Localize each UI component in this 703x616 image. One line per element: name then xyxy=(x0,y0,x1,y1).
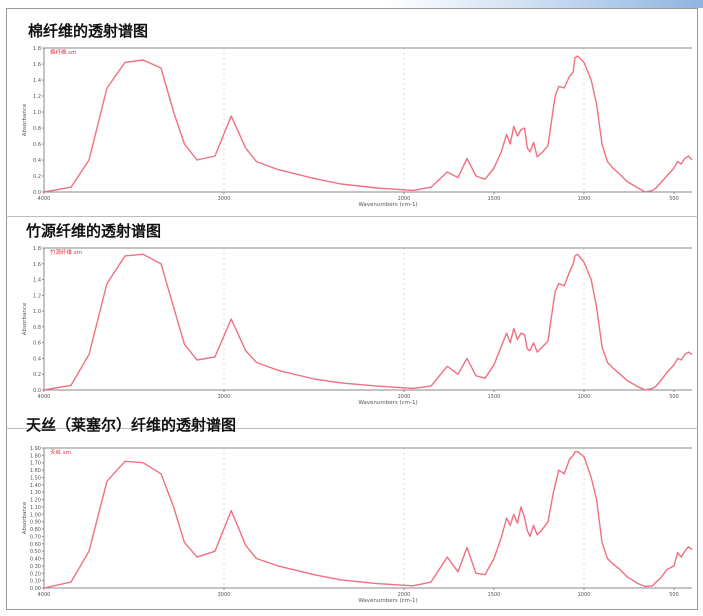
chart-panel-3: 0.000.10 0.200.300.40 0.500.60 0.700.800.90… xyxy=(22,446,693,604)
y-tick-label: 1.00 xyxy=(30,512,41,518)
y-tick-label: 1.30 xyxy=(30,490,41,496)
figure-frame xyxy=(6,8,698,610)
y-tick-label: 1.4 xyxy=(33,78,41,84)
x-axis-label: Wavenumbers (cm-1) xyxy=(358,400,417,406)
x-tick-label: 1500 xyxy=(488,592,501,598)
x-tick-label: 4000 xyxy=(38,592,51,598)
x-tick-label: 2000 xyxy=(398,196,411,202)
panel-separator xyxy=(6,428,698,429)
y-tick-label: 0.0 xyxy=(33,388,41,394)
y-tick-label: 1.90 xyxy=(30,446,41,452)
y-tick-label: 1.4 xyxy=(33,278,41,284)
y-tick-label: 1.80 xyxy=(30,453,41,459)
y-axis-label: Absorbance xyxy=(22,302,28,335)
x-tick-label: 1000 xyxy=(578,394,591,400)
y-tick-label: 0.70 xyxy=(30,534,41,540)
y-tick-label: 1.20 xyxy=(30,498,41,504)
y-tick-label: 1.10 xyxy=(30,505,41,511)
y-tick-label: 0.80 xyxy=(30,527,41,533)
y-tick-label: 1.70 xyxy=(30,461,41,467)
panel-3-title: 天丝（莱塞尔）纤维的透射谱图 xyxy=(26,416,237,434)
x-tick-label: 1500 xyxy=(488,196,501,202)
x-tick-label: 3000 xyxy=(218,592,231,598)
y-tick-label: 0.4 xyxy=(33,356,41,362)
y-tick-label: 0.90 xyxy=(30,520,41,526)
y-tick-label: 0.20 xyxy=(30,571,41,577)
panel-1-title: 棉纤维的透射谱图 xyxy=(28,22,149,40)
y-tick-label: 1.6 xyxy=(33,262,41,268)
chart-panel-2: 0.0 0.2 0.4 0.6 0.8 1.0 1.2 1.4 1.6 1.8 4000 3000 20… xyxy=(22,246,693,406)
spectrum-line xyxy=(43,450,693,589)
x-tick-label: 3000 xyxy=(218,196,231,202)
legend-label: 竹源纤维.sm xyxy=(50,248,82,256)
chart-panel-1: 0.0 0.2 0.4 0.6 0.8 1.0 1.2 1.4 1.6 1.8 4000 3000 20… xyxy=(22,46,693,208)
x-tick-label: 500 xyxy=(669,592,679,598)
legend-label: 棉纤维.sm xyxy=(50,48,76,56)
y-tick-label: 0.8 xyxy=(33,325,41,331)
x-tick-label: 1500 xyxy=(488,394,501,400)
x-axis-label: Wavenumbers (cm-1) xyxy=(358,202,417,208)
y-tick-label: 1.40 xyxy=(30,483,41,489)
y-tick-label: 1.8 xyxy=(33,246,41,252)
y-tick-label: 1.8 xyxy=(33,46,41,52)
y-tick-label: 1.0 xyxy=(33,110,41,116)
y-axis-label: Absorbance xyxy=(22,501,28,534)
x-tick-label: 4000 xyxy=(38,196,51,202)
legend-label: 天丝.sm xyxy=(50,448,71,456)
y-tick-label: 0.2 xyxy=(33,174,41,180)
y-tick-label: 0.6 xyxy=(33,341,41,347)
y-tick-label: 1.50 xyxy=(30,475,41,481)
x-tick-label: 1000 xyxy=(578,592,591,598)
x-tick-label: 4000 xyxy=(38,394,51,400)
x-axis-label: Wavenumbers (cm-1) xyxy=(358,598,417,604)
top-gradient-bar xyxy=(0,0,703,8)
x-tick-label: 2000 xyxy=(398,592,411,598)
x-tick-label: 3000 xyxy=(218,394,231,400)
y-tick-label: 0.2 xyxy=(33,372,41,378)
y-tick-label: 0.0 xyxy=(33,190,41,196)
spectrum-line xyxy=(43,253,693,391)
y-tick-label: 0.50 xyxy=(30,549,41,555)
y-tick-label: 0.10 xyxy=(30,579,41,585)
y-tick-label: 0.00 xyxy=(30,586,41,592)
y-tick-label: 1.6 xyxy=(33,62,41,68)
y-axis-label: Absorbance xyxy=(22,103,28,136)
y-tick-label: 1.2 xyxy=(33,94,41,100)
x-tick-label: 500 xyxy=(669,394,679,400)
y-tick-label: 0.40 xyxy=(30,557,41,563)
y-tick-label: 0.6 xyxy=(33,142,41,148)
y-tick-label: 1.0 xyxy=(33,309,41,315)
panel-separator xyxy=(6,216,698,217)
y-tick-label: 0.60 xyxy=(30,542,41,548)
y-tick-label: 0.8 xyxy=(33,126,41,132)
spectrum-line xyxy=(43,55,693,193)
x-tick-label: 500 xyxy=(669,196,679,202)
y-tick-label: 0.4 xyxy=(33,158,41,164)
y-tick-label: 0.30 xyxy=(30,564,41,570)
x-tick-label: 1000 xyxy=(578,196,591,202)
panel-2-title: 竹源纤维的透射谱图 xyxy=(26,222,162,240)
y-tick-label: 1.60 xyxy=(30,468,41,474)
y-tick-label: 1.2 xyxy=(33,293,41,299)
x-tick-label: 2000 xyxy=(398,394,411,400)
